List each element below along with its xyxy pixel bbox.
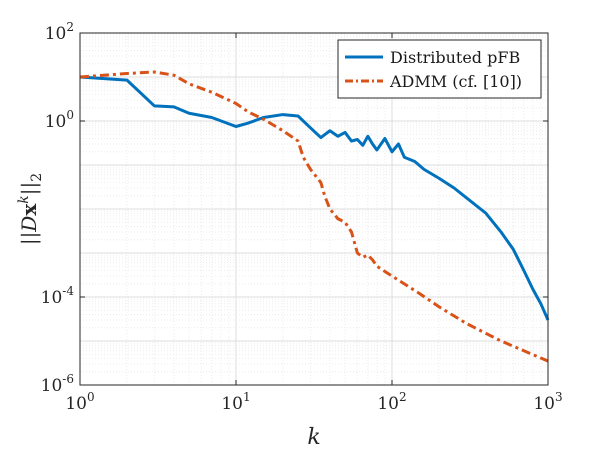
series-group — [79, 70, 550, 363]
y-tick-label: 100 — [45, 108, 74, 132]
y-tick-label: 10-6 — [41, 372, 74, 396]
series-line-admm — [79, 70, 549, 363]
x-tick-label: 103 — [533, 390, 562, 414]
plot-frame — [79, 32, 549, 386]
legend-box — [337, 39, 542, 99]
x-tick-label: 101 — [221, 390, 250, 414]
legend-label: Distributed pFB — [390, 48, 520, 67]
legend: Distributed pFB ADMM (cf. [10]) — [337, 39, 542, 99]
x-tick-label: 100 — [65, 390, 94, 414]
series-line-distributed-pfb — [79, 75, 550, 321]
y-axis-label-text: ||Dxk||2 — [16, 173, 45, 245]
x-tick-label: 102 — [377, 390, 406, 414]
y-axis-label: ||Dxk||2 — [16, 173, 45, 245]
y-tick-label: 102 — [45, 20, 74, 44]
x-axis-label: k — [307, 425, 320, 450]
legend-label: ADMM (cf. [10]) — [389, 72, 522, 91]
ticks: 100 101 102 103 10-6 10-4 100 102 — [41, 20, 563, 414]
y-tick-label: 10-4 — [41, 284, 75, 308]
